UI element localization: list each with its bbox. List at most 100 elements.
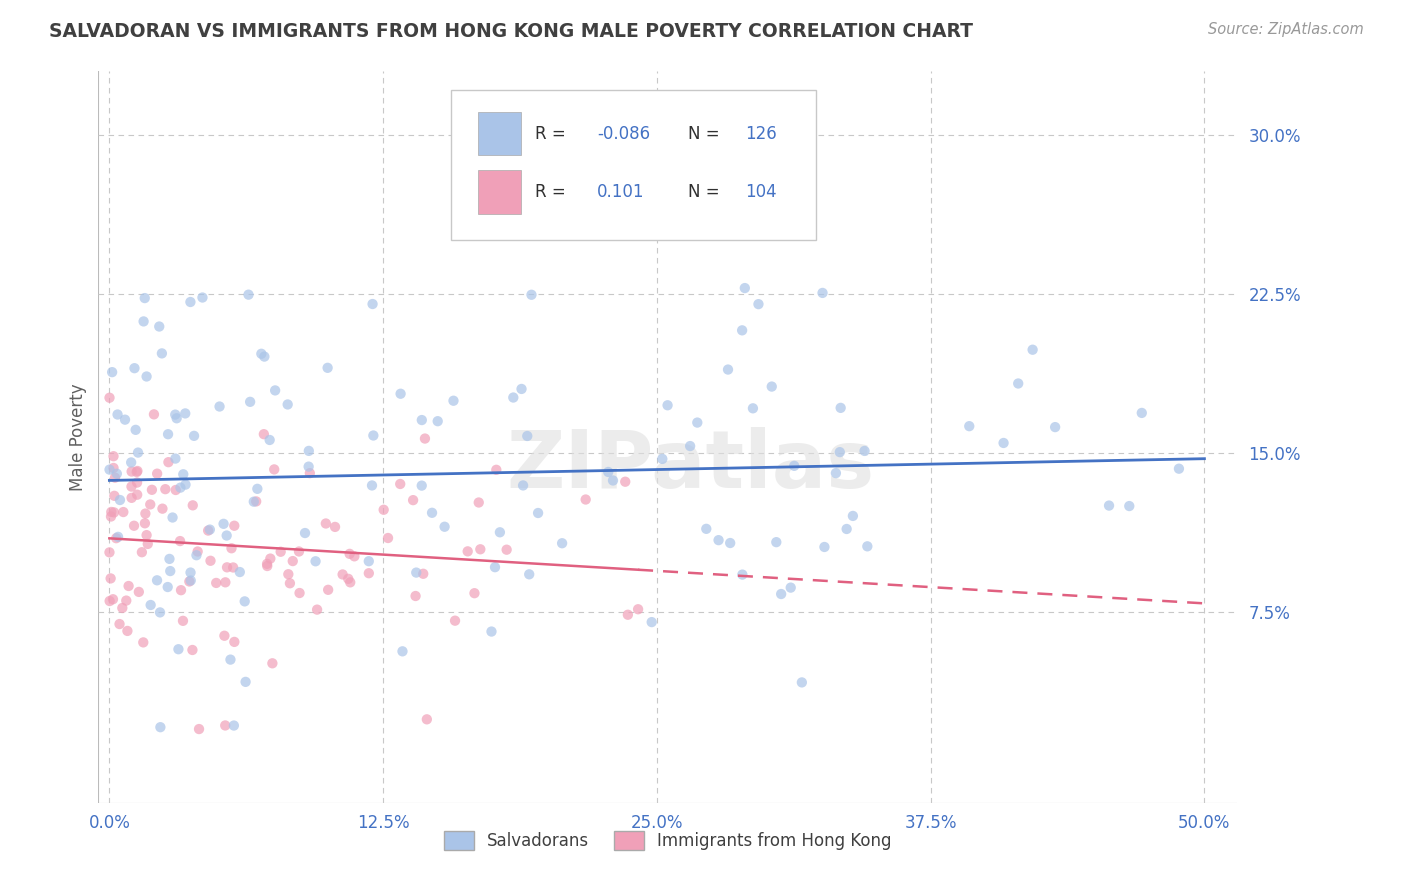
Point — [790, 675, 813, 690]
Point — [679, 439, 702, 453]
Point — [215, 528, 238, 542]
Point — [215, 560, 238, 574]
Point — [264, 384, 287, 398]
Point — [516, 429, 538, 443]
Point — [120, 455, 142, 469]
Point — [148, 319, 170, 334]
Point — [219, 652, 242, 666]
Point — [162, 510, 184, 524]
Point — [1007, 376, 1029, 391]
Point — [187, 544, 209, 558]
Point — [467, 495, 489, 509]
Point — [98, 594, 121, 608]
Point — [180, 566, 202, 580]
Point — [357, 554, 380, 568]
Point — [598, 465, 620, 479]
Point — [443, 393, 465, 408]
Point — [278, 576, 301, 591]
Text: 126: 126 — [745, 125, 778, 143]
Point — [238, 287, 260, 301]
FancyBboxPatch shape — [478, 170, 522, 214]
Text: 104: 104 — [745, 183, 778, 201]
Point — [208, 400, 231, 414]
Point — [527, 506, 550, 520]
Point — [288, 586, 311, 600]
Point — [127, 464, 149, 478]
Y-axis label: Male Poverty: Male Poverty — [69, 384, 87, 491]
Point — [270, 545, 292, 559]
Point — [779, 581, 801, 595]
Point — [181, 499, 204, 513]
Point — [136, 537, 159, 551]
Point — [1021, 343, 1043, 357]
Point — [433, 520, 456, 534]
Point — [489, 525, 512, 540]
Point — [205, 576, 228, 591]
Point — [686, 416, 709, 430]
Point — [224, 635, 246, 649]
Point — [747, 297, 769, 311]
Point — [214, 629, 236, 643]
Point — [391, 644, 413, 658]
Point — [165, 451, 187, 466]
Point — [152, 501, 174, 516]
Point — [734, 281, 756, 295]
Point — [100, 571, 122, 585]
Point — [731, 567, 754, 582]
Point — [212, 516, 235, 531]
Point — [315, 516, 337, 531]
Point — [253, 427, 276, 442]
Point — [420, 506, 443, 520]
Point — [235, 674, 257, 689]
Point — [707, 533, 730, 548]
Point — [125, 475, 148, 490]
Point — [426, 414, 449, 428]
Point — [510, 382, 533, 396]
Point — [457, 544, 479, 558]
Point — [828, 445, 851, 459]
Text: 0.101: 0.101 — [598, 183, 645, 201]
Point — [103, 489, 125, 503]
Point — [298, 459, 321, 474]
Point — [112, 505, 135, 519]
Point — [277, 397, 299, 411]
Text: R =: R = — [534, 183, 565, 201]
Point — [323, 520, 346, 534]
Point — [107, 408, 129, 422]
Point — [517, 567, 540, 582]
Point — [101, 365, 124, 379]
Point — [115, 593, 138, 607]
Point — [98, 545, 121, 559]
Point — [124, 361, 146, 376]
Point — [245, 494, 267, 508]
Point — [125, 465, 148, 479]
Point — [357, 566, 380, 581]
Point — [146, 467, 169, 481]
Point — [316, 582, 339, 597]
Point — [361, 478, 384, 492]
Point — [288, 544, 311, 558]
Point — [444, 614, 467, 628]
Point — [1118, 499, 1140, 513]
Point — [298, 466, 321, 480]
Point — [172, 614, 194, 628]
Point — [186, 548, 208, 562]
Point — [139, 498, 162, 512]
Point — [122, 518, 145, 533]
Point — [166, 411, 188, 425]
Point — [101, 592, 124, 607]
Point — [339, 575, 361, 590]
Point — [98, 391, 121, 405]
Point — [179, 574, 201, 589]
Point — [695, 522, 717, 536]
Point — [180, 574, 202, 588]
Point — [142, 408, 165, 422]
Point — [337, 572, 360, 586]
Point — [222, 718, 245, 732]
Point — [135, 528, 157, 542]
Point — [169, 481, 191, 495]
Point — [156, 580, 179, 594]
Point — [770, 587, 793, 601]
Point — [170, 583, 193, 598]
Point — [107, 530, 129, 544]
